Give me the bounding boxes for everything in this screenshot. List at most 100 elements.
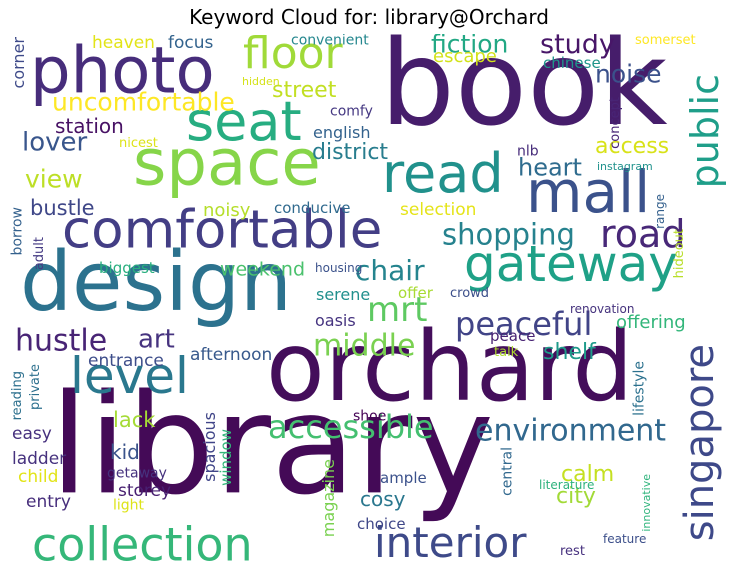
word-orchard: orchard	[266, 311, 633, 423]
word-space: space	[133, 126, 321, 200]
word-offer: offer	[398, 284, 434, 302]
word-corner: corner	[10, 37, 28, 89]
word-design: design	[20, 235, 292, 330]
word-offering: offering	[616, 312, 686, 333]
word-cloud: library book orchard design space photo seat co…	[10, 34, 730, 574]
word-comfy: comfy	[330, 104, 373, 120]
word-view: view	[25, 164, 83, 193]
word-road: road	[600, 212, 685, 256]
word-biggest: biggest	[99, 259, 155, 277]
word-shoe: shoe	[353, 409, 386, 425]
word-convenient: convenient	[291, 34, 369, 49]
word-bustle: bustle	[30, 196, 95, 220]
word-accessible: accessible	[268, 408, 434, 446]
word-shopping: shopping	[442, 218, 575, 252]
word-private: private	[28, 364, 43, 410]
word-somerset: somerset	[635, 34, 696, 48]
word-serene: serene	[316, 285, 370, 304]
word-level: level	[70, 347, 189, 405]
word-street: street	[272, 78, 337, 103]
word-innovative: innovative	[640, 474, 653, 532]
word-kid: kid	[110, 440, 140, 464]
word-read: read	[382, 142, 504, 205]
word-peace: peace	[490, 327, 535, 345]
word-entrance: entrance	[88, 351, 164, 371]
word-comfortable: comfortable	[62, 199, 382, 260]
word-ladder: ladder	[12, 449, 66, 469]
word-choice: choice	[357, 515, 406, 533]
word-public: public	[683, 74, 727, 188]
word-magazine: magazine	[319, 459, 338, 537]
word-storey: storey	[118, 481, 171, 501]
word-peaceful: peaceful	[455, 305, 592, 343]
word-talk: talk	[494, 345, 519, 360]
word-middle: middle	[313, 329, 415, 364]
word-light: light	[113, 498, 145, 514]
word-uncomfortable: uncomfortable	[52, 87, 235, 116]
word-calm: calm	[561, 462, 614, 487]
word-environment: environment	[475, 414, 666, 449]
word-focus: focus	[168, 34, 214, 53]
word-heart: heart	[518, 154, 582, 182]
word-book: book	[380, 34, 668, 152]
word-art: art	[138, 324, 175, 354]
word-noise: noise	[595, 59, 662, 88]
word-access: access	[595, 134, 669, 159]
word-weekend: weekend	[220, 259, 305, 281]
word-station: station	[55, 114, 124, 138]
word-literature: literature	[539, 478, 594, 492]
word-afternoon: afternoon	[190, 345, 272, 365]
word-seat: seat	[186, 90, 302, 153]
word-housing: housing	[315, 261, 362, 275]
word-fiction: fiction	[431, 34, 508, 58]
word-chair: chair	[355, 254, 425, 287]
word-borrow: borrow	[10, 207, 26, 255]
word-ample: ample	[380, 469, 427, 487]
word-hustle: hustle	[15, 324, 107, 359]
word-entry: entry	[26, 492, 71, 512]
word-rest: rest	[560, 544, 585, 559]
word-collection: collection	[32, 517, 253, 571]
chart-title: Keyword Cloud for: library@Orchard	[189, 5, 549, 29]
word-cosy: cosy	[360, 487, 406, 511]
word-lover: lover	[22, 127, 88, 157]
word-child: child	[18, 467, 58, 487]
word-hidden: hidden	[242, 75, 280, 88]
word-renovation: renovation	[570, 302, 634, 316]
word-chinese: chinese	[543, 54, 601, 72]
word-feature: feature	[603, 532, 646, 546]
word-spacious: spacious	[200, 412, 219, 482]
word-gateway: gateway	[464, 235, 678, 293]
word-escape: escape	[433, 46, 497, 67]
word-city: city	[556, 484, 596, 509]
word-reading: reading	[10, 371, 25, 420]
word-library: library	[50, 364, 494, 525]
word-noisy: noisy	[203, 200, 251, 221]
word-instagram: instagram	[597, 160, 653, 173]
word-hideout: hideout	[672, 229, 687, 278]
word-heaven: heaven	[92, 34, 155, 53]
word-study: study	[540, 34, 615, 60]
word-range: range	[653, 194, 667, 229]
word-district: district	[312, 140, 388, 165]
word-shelf: shelf	[543, 340, 597, 365]
word-floor: floor	[243, 34, 344, 79]
word-adult: adult	[32, 237, 47, 270]
word-oasis: oasis	[315, 311, 356, 330]
word-selection: selection	[400, 200, 476, 220]
word-interior: interior	[374, 518, 527, 567]
word-mrt: mrt	[367, 290, 427, 330]
word-english: english	[313, 123, 371, 142]
word-lack: lack	[113, 408, 156, 432]
word-conducive: conducive	[274, 199, 350, 217]
word-nicest: nicest	[119, 136, 158, 151]
word-lifestyle: lifestyle	[632, 361, 648, 416]
word-mall: mall	[526, 158, 650, 226]
word-central: central	[500, 447, 516, 496]
word-singapore: singapore	[677, 344, 723, 541]
word-concept: concept	[608, 97, 623, 149]
word-crowd: crowd	[450, 286, 489, 301]
word-getaway: getaway	[107, 466, 167, 482]
word-window: window	[217, 429, 235, 486]
